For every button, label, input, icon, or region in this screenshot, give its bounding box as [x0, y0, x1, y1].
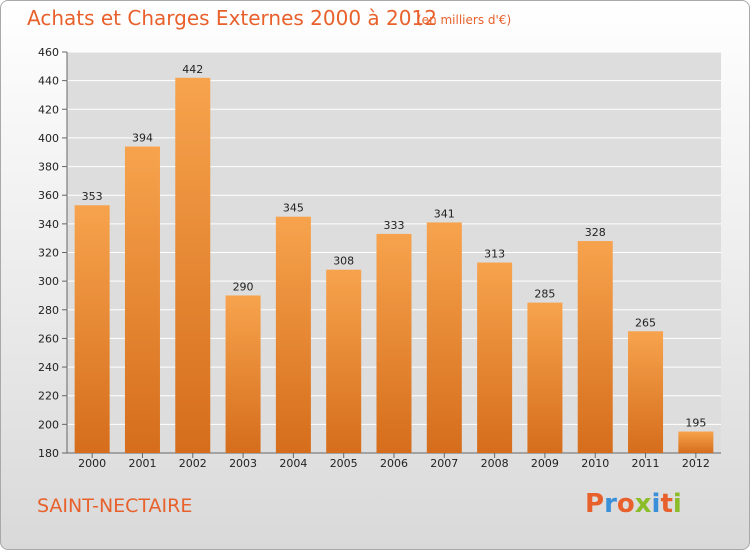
y-tick-label: 340 — [38, 218, 59, 231]
bar-2010 — [577, 241, 613, 453]
proxiti-logo[interactable]: Proxiti — [585, 489, 682, 519]
logo-letter: i — [651, 489, 661, 519]
x-tick-label-2005: 2005 — [330, 457, 358, 470]
x-tick-label-2000: 2000 — [78, 457, 106, 470]
data-label-2000: 353 — [82, 190, 103, 203]
bar-2006 — [376, 233, 412, 453]
bar-2009 — [527, 302, 563, 453]
x-tick-label-2002: 2002 — [179, 457, 207, 470]
logo-letter: t — [660, 489, 673, 519]
logo-letter: i — [672, 489, 682, 519]
y-tick-label: 180 — [38, 447, 59, 460]
bar-2008 — [477, 262, 513, 453]
bar-2003 — [225, 295, 261, 453]
bar-2007 — [426, 222, 462, 453]
bar-2012 — [678, 431, 714, 453]
y-tick-label: 220 — [38, 390, 59, 403]
data-label-2009: 285 — [534, 288, 555, 301]
y-tick-label: 440 — [38, 75, 59, 88]
x-tick-label-2001: 2001 — [128, 457, 156, 470]
data-label-2002: 442 — [182, 63, 203, 76]
y-tick-label: 280 — [38, 304, 59, 317]
bar-2002 — [175, 77, 211, 454]
bar-2000 — [74, 205, 110, 453]
y-tick-label: 460 — [38, 46, 59, 59]
logo-letter: o — [616, 489, 635, 519]
x-tick-label-2012: 2012 — [682, 457, 710, 470]
y-tick-label: 400 — [38, 132, 59, 145]
bar-2001 — [124, 146, 160, 453]
commune-name: SAINT-NECTAIRE — [37, 495, 193, 517]
data-label-2007: 341 — [434, 207, 455, 220]
y-tick-label: 380 — [38, 161, 59, 174]
data-label-2008: 313 — [484, 248, 505, 261]
y-tick-label: 320 — [38, 247, 59, 260]
y-tick-label: 200 — [38, 418, 59, 431]
bar-2011 — [628, 331, 664, 453]
data-label-2011: 265 — [635, 316, 656, 329]
bar-2004 — [275, 216, 311, 453]
y-tick-label: 360 — [38, 189, 59, 202]
x-tick-label-2004: 2004 — [279, 457, 307, 470]
x-tick-label-2003: 2003 — [229, 457, 257, 470]
data-label-2003: 290 — [233, 280, 254, 293]
x-tick-label-2008: 2008 — [481, 457, 509, 470]
x-tick-label-2009: 2009 — [531, 457, 559, 470]
logo-letter: r — [604, 489, 617, 519]
logo-letter: x — [634, 489, 652, 519]
x-tick-label-2011: 2011 — [632, 457, 660, 470]
data-label-2005: 308 — [333, 255, 354, 268]
chart-title: Achats et Charges Externes 2000 à 2012 — [27, 6, 437, 30]
y-tick-label: 240 — [38, 361, 59, 374]
data-label-2012: 195 — [685, 417, 706, 430]
data-label-2001: 394 — [132, 132, 153, 145]
y-tick-label: 260 — [38, 332, 59, 345]
bar-2005 — [326, 269, 362, 453]
y-tick-label: 300 — [38, 275, 59, 288]
x-tick-label-2010: 2010 — [581, 457, 609, 470]
y-tick-label: 420 — [38, 103, 59, 116]
logo-letter: P — [585, 489, 605, 519]
x-tick-label-2006: 2006 — [380, 457, 408, 470]
x-tick-label-2007: 2007 — [430, 457, 458, 470]
data-label-2006: 333 — [384, 219, 405, 232]
data-label-2004: 345 — [283, 202, 304, 215]
data-label-2010: 328 — [585, 226, 606, 239]
chart-subtitle: (en milliers d'€) — [417, 13, 512, 27]
